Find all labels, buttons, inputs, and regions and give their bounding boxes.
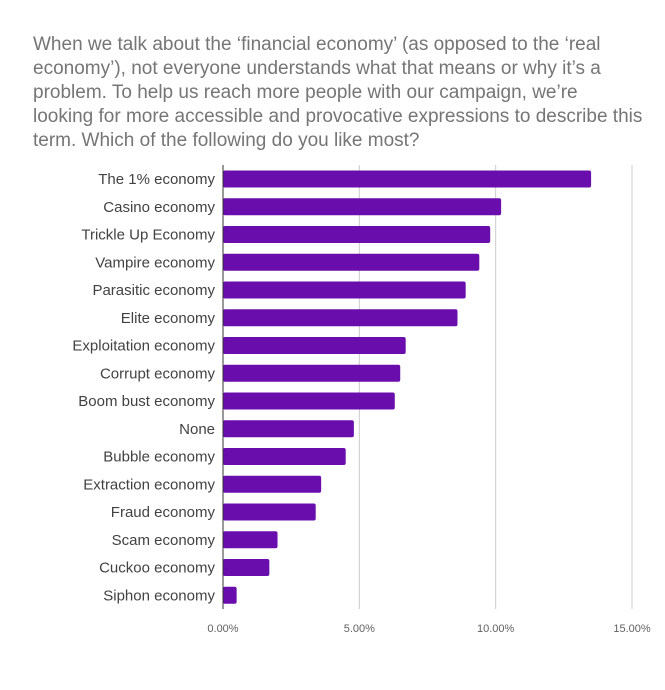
- x-tick-label: 15.00%: [613, 623, 651, 635]
- category-label: None: [179, 421, 215, 438]
- bar: [223, 503, 316, 521]
- category-label: Elite economy: [121, 310, 216, 327]
- x-tick-labels: 0.00% 5.00% 10.00% 15.00%: [207, 623, 650, 635]
- category-label: Fraud economy: [111, 504, 216, 521]
- x-tick-label: 0.00%: [207, 623, 238, 635]
- bar: [223, 559, 270, 576]
- category-label: Cuckoo economy: [99, 560, 215, 577]
- chart-title: When we talk about the ‘financial econom…: [33, 34, 643, 151]
- category-label: Corrupt economy: [100, 365, 216, 382]
- category-label: Parasitic economy: [92, 282, 215, 299]
- bars: [223, 170, 592, 604]
- category-label: Casino economy: [103, 199, 215, 216]
- category-label: Boom bust economy: [78, 393, 215, 410]
- category-label: Trickle Up Economy: [81, 227, 215, 244]
- category-label: Scam economy: [112, 532, 216, 549]
- category-labels: The 1% economy Casino economy Trickle Up E…: [72, 171, 215, 604]
- bar: [223, 337, 406, 354]
- category-label: The 1% economy: [98, 171, 215, 188]
- bar: [223, 226, 491, 243]
- bar: [223, 448, 346, 465]
- x-tick-label: 5.00%: [344, 623, 375, 635]
- category-label: Vampire economy: [95, 254, 215, 271]
- bar: [223, 475, 322, 493]
- bar: [223, 531, 278, 549]
- bar: [223, 170, 592, 188]
- bar: [223, 364, 401, 382]
- bar: [223, 420, 354, 438]
- bar: [223, 253, 480, 271]
- category-label: Extraction economy: [83, 476, 215, 493]
- bar: [223, 309, 458, 327]
- bar: [223, 281, 466, 299]
- x-tick-label: 10.00%: [477, 623, 515, 635]
- bar: [223, 586, 237, 604]
- bar: [223, 198, 502, 216]
- category-label: Exploitation economy: [72, 338, 215, 355]
- bar: [223, 392, 395, 410]
- category-label: Siphon economy: [103, 587, 215, 604]
- category-label: Bubble economy: [103, 449, 215, 466]
